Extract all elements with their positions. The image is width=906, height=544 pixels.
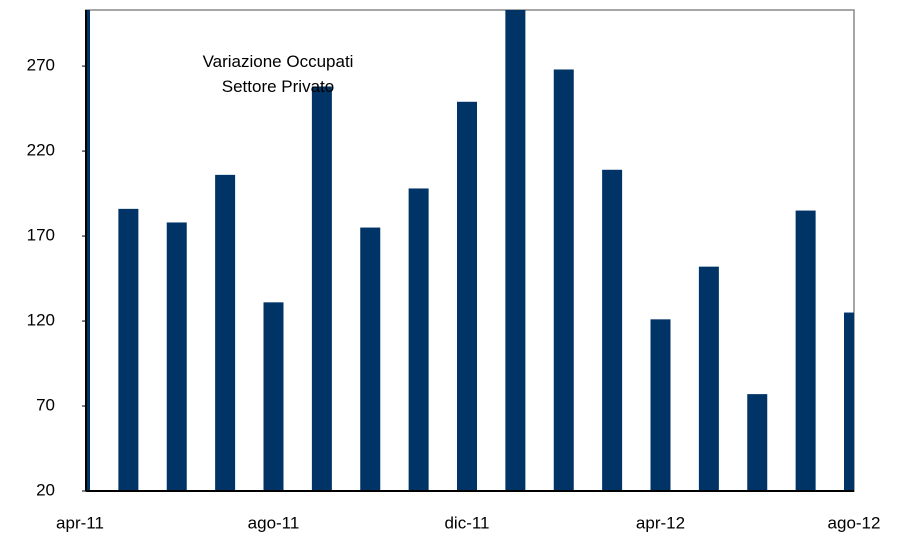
y-tick-label: 170 [27,226,55,245]
bar [215,174,236,491]
bar [118,208,139,491]
bar [698,266,719,491]
bar [795,210,816,491]
x-tick-label: ago-12 [828,513,881,532]
x-tick-label: apr-11 [56,513,104,532]
bar [505,10,526,491]
bar [311,86,332,491]
bar [747,394,768,491]
chart-title: Variazione Occupati Settore Privato [203,52,354,96]
bar [86,10,90,491]
bar [650,319,671,491]
x-tick-label: ago-11 [248,513,300,532]
x-tick-label: apr-12 [636,513,685,532]
bar [408,188,429,491]
bar [360,227,381,491]
y-tick-label: 70 [36,396,55,415]
bar [263,302,284,491]
y-tick-label: 220 [27,141,55,160]
bars [86,10,854,491]
y-tick-label: 270 [27,56,55,75]
bar [844,312,854,491]
bar [602,169,623,491]
y-tick-label: 120 [27,311,55,330]
bar [553,69,574,491]
bar [457,101,477,491]
bar [166,222,187,491]
x-tick-label: dic-11 [444,513,489,532]
y-tick-label: 20 [36,480,55,499]
